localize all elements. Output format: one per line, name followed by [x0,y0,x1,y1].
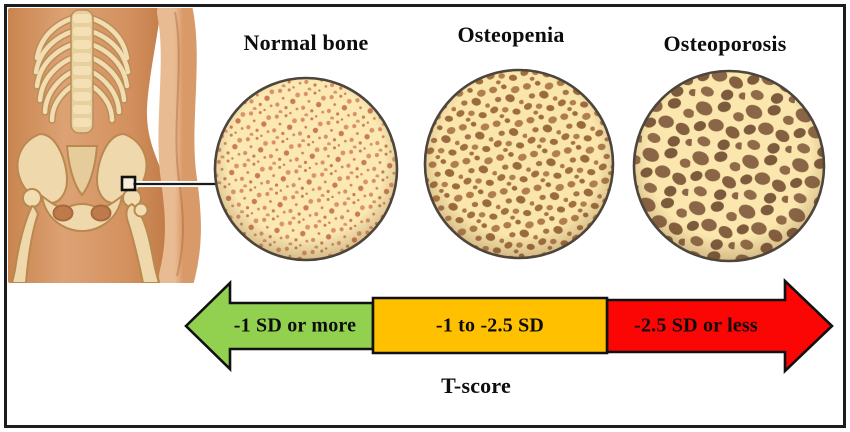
osteoporosis-shading [634,71,824,261]
tscore-arrow [184,277,834,375]
tscore-arrow-osteoporosis-segment [605,277,834,375]
femurs [10,202,161,283]
tscore-axis-label: T-score [441,373,511,398]
arm [157,8,201,283]
hip-roi-marker [120,175,137,192]
hip-anatomy-illustration [8,8,218,283]
spine [70,9,94,134]
tscore-range-normal: -1 SD or more [233,314,357,337]
osteopenia-shading [425,70,613,258]
stage-label-osteoporosis: Osteoporosis [663,31,787,56]
bone-circles [213,68,826,263]
tscore-range-osteopenia: -1 to -2.5 SD [435,314,545,337]
tscore-range-osteoporosis: -2.5 SD or less [634,314,758,337]
tscore-arrow-osteopenia-segment [371,296,609,355]
stage-label-osteopenia: Osteopenia [457,22,565,47]
stage-label-normal-bone: Normal bone [243,30,369,55]
arm-contour [174,11,184,277]
normal-bone-shading [215,78,397,260]
hip-callout [120,175,220,192]
